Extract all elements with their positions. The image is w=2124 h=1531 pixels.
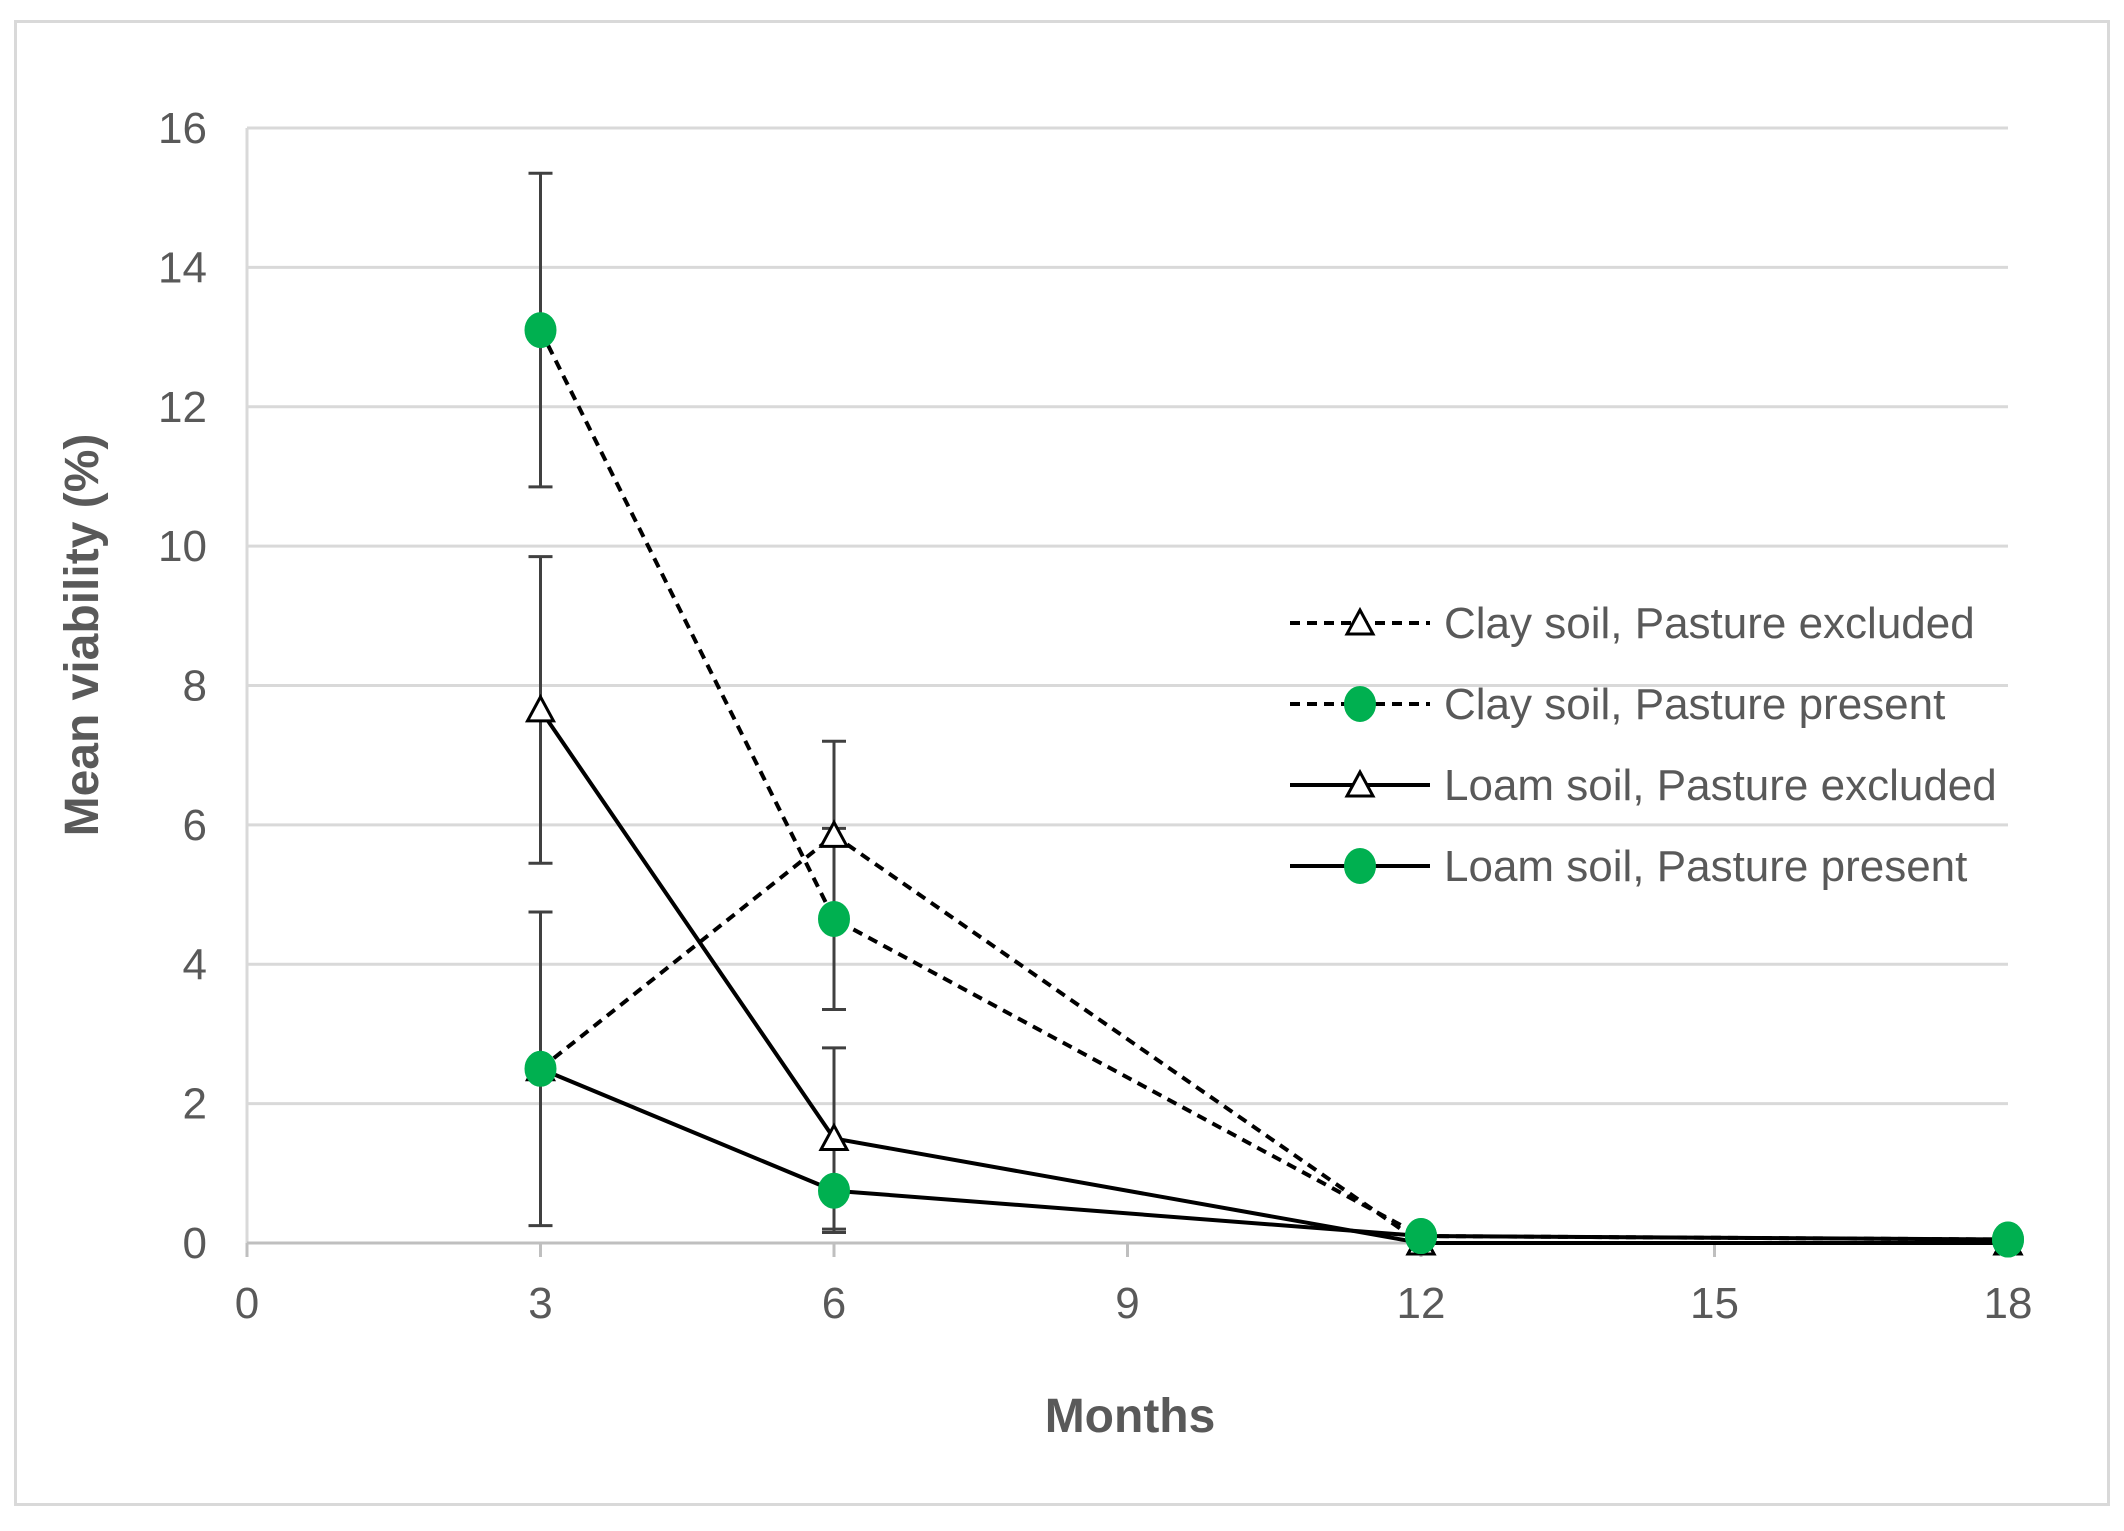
x-tick-label-0: 0 <box>235 1279 259 1328</box>
legend-item-clay-soil-pasture-present: Clay soil, Pasture present <box>1290 680 1945 729</box>
series-line-clay-soil-pasture-excluded <box>539 832 2008 1245</box>
x-tick-label-18: 18 <box>1984 1279 2033 1328</box>
data-point <box>524 693 557 723</box>
data-point <box>524 312 557 349</box>
x-tick-label-12: 12 <box>1397 1279 1446 1328</box>
data-point <box>818 1122 850 1151</box>
legend-item-clay-soil-pasture-excluded: Clay soil, Pasture excluded <box>1290 599 1975 648</box>
data-point <box>818 900 850 937</box>
y-tick-label-2: 2 <box>183 1080 207 1129</box>
y-tick-label-14: 14 <box>158 243 207 292</box>
legend: Clay soil, Pasture excluded Clay soil, Pa… <box>1290 599 1997 891</box>
legend-marker <box>1344 768 1376 798</box>
y-tick-label-12: 12 <box>158 383 207 432</box>
data-point <box>1405 1218 1437 1255</box>
legend-label: Clay soil, Pasture present <box>1444 680 1945 729</box>
error-bars-clay-soil-pasture-present <box>528 171 846 1012</box>
y-tick-label-4: 4 <box>183 940 207 989</box>
legend-item-loam-soil-pasture-excluded: Loam soil, Pasture excluded <box>1290 761 1997 810</box>
x-tick-label-9: 9 <box>1115 1279 1139 1328</box>
legend-marker <box>1344 848 1376 884</box>
x-axis-title: Months <box>1045 1390 1216 1443</box>
legend-label: Clay soil, Pasture excluded <box>1444 599 1975 648</box>
y-tick-label-8: 8 <box>183 662 207 711</box>
series-layer <box>524 171 2024 1258</box>
x-tick-label-3: 3 <box>528 1279 552 1328</box>
error-bars-loam-soil-pasture-present <box>528 910 846 1235</box>
y-axis-title: Mean viability (%) <box>56 434 109 837</box>
y-tick-label-0: 0 <box>183 1219 207 1268</box>
data-point <box>524 1050 557 1087</box>
series-line-loam-soil-pasture-excluded <box>538 708 2008 1245</box>
legend-label: Loam soil, Pasture excluded <box>1444 761 1997 810</box>
markers-loam-soil-pasture-present <box>524 1050 2024 1258</box>
y-tick-label-6: 6 <box>183 801 207 850</box>
data-point <box>818 819 850 848</box>
series-line-loam-soil-pasture-present <box>539 1066 2009 1242</box>
legend-marker <box>1344 686 1376 722</box>
y-tick-label-10: 10 <box>158 522 207 571</box>
legend-marker <box>1344 606 1376 636</box>
data-point <box>1992 1221 2024 1258</box>
data-point <box>818 1172 850 1209</box>
legend-item-loam-soil-pasture-present: Loam soil, Pasture present <box>1290 842 1967 891</box>
legend-label: Loam soil, Pasture present <box>1444 842 1967 891</box>
y-tick-label-16: 16 <box>158 104 207 153</box>
x-tick-label-15: 15 <box>1690 1279 1739 1328</box>
x-tick-label-6: 6 <box>822 1279 846 1328</box>
